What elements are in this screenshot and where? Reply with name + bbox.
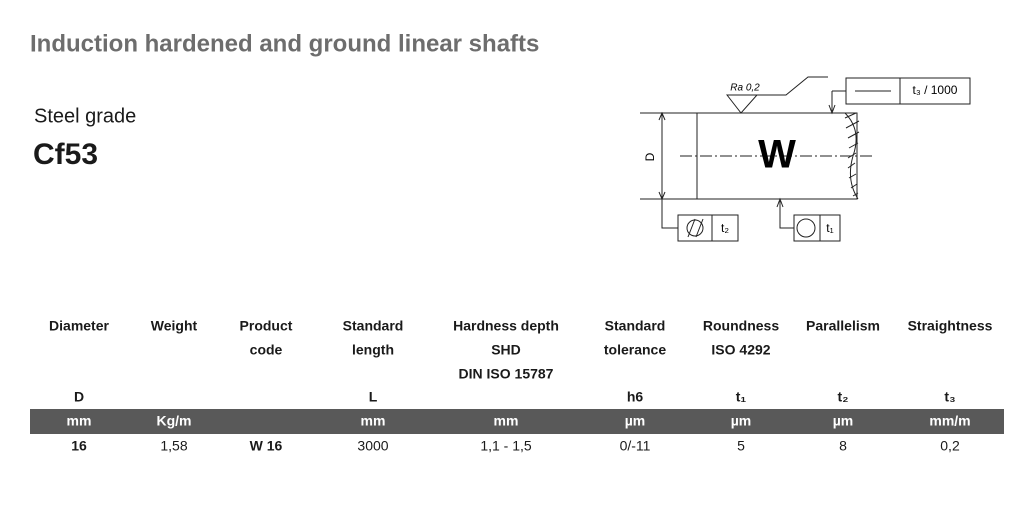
diameter-label: D — [643, 152, 657, 161]
column-heading: Straightness — [908, 318, 993, 334]
column-unit: µm — [625, 413, 646, 429]
column-unit: Kg/m — [157, 413, 192, 429]
column-heading: ISO 4292 — [711, 342, 770, 358]
dimension — [640, 111, 697, 201]
unit-bar — [30, 409, 1004, 434]
column-unit: mm — [494, 413, 519, 429]
cell: 8 — [839, 438, 847, 454]
frame — [677, 214, 739, 242]
column-heading: code — [250, 342, 283, 358]
parallelism: t₂ — [721, 221, 729, 235]
frame — [793, 214, 841, 242]
column-heading: SHD — [491, 342, 521, 358]
roughness-symbol — [725, 76, 828, 114]
column-heading: Parallelism — [806, 318, 880, 334]
cell: 1,1 - 1,5 — [480, 438, 532, 454]
column-heading: DIN ISO 15787 — [459, 366, 554, 382]
column-unit: µm — [731, 413, 752, 429]
title: Induction hardened and ground linear sha… — [30, 30, 539, 57]
column-heading: Standard — [343, 318, 404, 334]
frame-lines — [828, 78, 901, 115]
cell: 0,2 — [940, 438, 960, 454]
column-heading: length — [352, 342, 394, 358]
column-symbol: L — [369, 389, 378, 405]
straightness: t₃ / 1000 — [913, 83, 958, 97]
letter: W — [758, 133, 796, 177]
column-symbol: t₂ — [838, 389, 849, 405]
cell: 3000 — [357, 438, 388, 454]
column-heading: Roundness — [703, 318, 779, 334]
column-symbol: t₁ — [736, 389, 747, 405]
cell: W 16 — [250, 438, 283, 454]
column-heading: Standard — [605, 318, 666, 334]
column-unit: mm — [67, 413, 92, 429]
steel-value: Cf53 — [33, 138, 98, 171]
column-heading: Product — [240, 318, 293, 334]
column-heading: Diameter — [49, 318, 109, 334]
leaders — [661, 197, 794, 229]
cylindricity — [686, 219, 704, 237]
cell: 16 — [71, 438, 87, 454]
column-symbol: t₃ — [944, 389, 955, 405]
column-heading: tolerance — [604, 342, 666, 358]
column-symbol: D — [74, 389, 84, 405]
column-unit: mm — [361, 413, 386, 429]
cell: 0/-11 — [620, 438, 651, 454]
column-unit: mm/m — [929, 413, 970, 429]
cell: 1,58 — [160, 438, 187, 454]
column-heading: Weight — [151, 318, 198, 334]
steel-label: Steel grade — [34, 105, 136, 127]
column-symbol: h6 — [627, 389, 644, 405]
column-heading: Hardness depth — [453, 318, 559, 334]
drawing: D W Ra 0,2 t₃ / 1000 t₂ t₁ — [640, 76, 971, 242]
column-unit: µm — [833, 413, 854, 429]
circularity — [796, 218, 816, 238]
roundness: t₁ — [826, 221, 833, 235]
frame-lines — [687, 215, 713, 241]
roughness: Ra 0,2 — [730, 83, 760, 94]
cell: 5 — [737, 438, 745, 454]
table: Diameter Dmm Weight Kg/m Product code Standard… — [49, 318, 993, 454]
